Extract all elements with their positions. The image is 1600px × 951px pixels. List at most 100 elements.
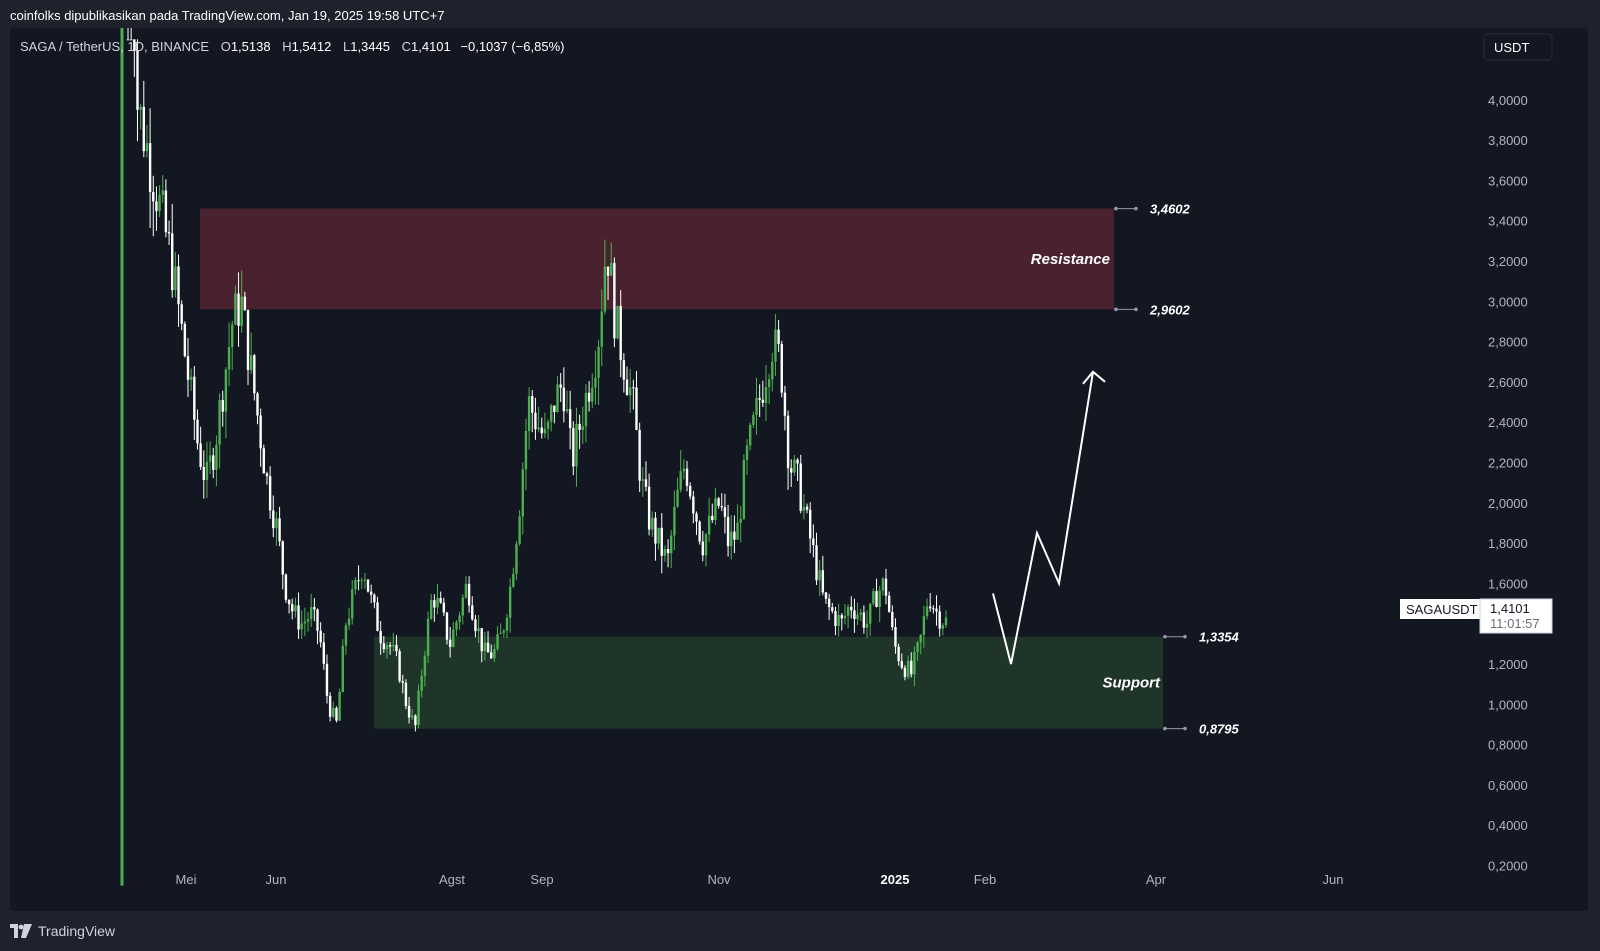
candle-body bbox=[319, 630, 322, 643]
candle-body bbox=[306, 618, 310, 622]
candle-body bbox=[294, 605, 297, 612]
candle-body bbox=[142, 106, 145, 152]
candle-body bbox=[587, 392, 591, 402]
candle-body bbox=[783, 392, 787, 416]
candle-body bbox=[521, 469, 524, 517]
candle-body bbox=[932, 608, 935, 610]
candle-body bbox=[534, 412, 537, 430]
x-tick-label: 2025 bbox=[881, 872, 910, 887]
zones-layer: Resistance 3,4602 2,9602 Support 1,3354 0,879… bbox=[200, 202, 1240, 737]
candle-body bbox=[129, 39, 133, 41]
candle-body bbox=[752, 414, 755, 425]
candle-body bbox=[167, 232, 171, 234]
candle-body bbox=[224, 369, 228, 412]
projection-arrowhead bbox=[1082, 370, 1106, 385]
candle-body bbox=[240, 296, 243, 326]
candle-body bbox=[654, 517, 657, 544]
candle-body bbox=[202, 467, 205, 480]
candle-body bbox=[376, 602, 379, 631]
chart-frame: Resistance 3,4602 2,9602 Support 1,3354 0,879… bbox=[10, 28, 1588, 911]
candle-body bbox=[461, 597, 464, 616]
candle-body bbox=[824, 592, 828, 599]
candle-body bbox=[246, 309, 250, 371]
candle-body bbox=[303, 621, 307, 624]
candle-body bbox=[490, 652, 493, 659]
candle-body bbox=[802, 506, 806, 511]
candle-body bbox=[831, 607, 834, 612]
price-tag-countdown: 11:01:57 bbox=[1490, 616, 1540, 631]
low-value: 1,3445 bbox=[350, 39, 390, 54]
candle-body bbox=[572, 428, 575, 467]
candle-body bbox=[695, 513, 698, 522]
support-top-price: 1,3354 bbox=[1199, 630, 1240, 645]
candle-body bbox=[262, 448, 266, 474]
candle-body bbox=[748, 424, 752, 446]
open-value: 1,5138 bbox=[231, 39, 271, 54]
candle-body bbox=[827, 598, 831, 608]
candle-body bbox=[717, 498, 720, 507]
candle-body bbox=[875, 591, 878, 607]
y-tick-label: 0,6000 bbox=[1488, 778, 1528, 793]
candle-body bbox=[278, 518, 281, 542]
candle-body bbox=[332, 707, 335, 717]
candle-body bbox=[313, 607, 316, 610]
candle-body bbox=[796, 459, 799, 464]
candle-body bbox=[726, 516, 730, 547]
price-chart[interactable]: Resistance 3,4602 2,9602 Support 1,3354 0,879… bbox=[10, 28, 1588, 911]
candle-body bbox=[780, 343, 783, 393]
candle-body bbox=[714, 498, 717, 521]
candle-body bbox=[354, 580, 357, 590]
candle-body bbox=[685, 468, 689, 486]
candle-body bbox=[891, 611, 894, 628]
candle-body bbox=[436, 598, 439, 608]
candle-body bbox=[701, 541, 705, 556]
candles-layer bbox=[126, 28, 948, 732]
candle-body bbox=[720, 506, 723, 508]
candle-body bbox=[420, 675, 423, 691]
y-tick-label: 1,6000 bbox=[1488, 576, 1528, 591]
candle-body bbox=[136, 50, 139, 110]
candle-body bbox=[291, 604, 294, 612]
candle-body bbox=[919, 634, 922, 643]
candle-body bbox=[221, 400, 224, 412]
candle-body bbox=[644, 479, 648, 487]
high-label: H bbox=[282, 39, 291, 54]
candle-body bbox=[837, 614, 840, 626]
y-tick-label: 3,4000 bbox=[1488, 214, 1528, 229]
candle-body bbox=[227, 346, 231, 370]
candle-body bbox=[429, 600, 433, 619]
candle-body bbox=[799, 463, 802, 511]
candle-body bbox=[249, 355, 253, 371]
footer-brand[interactable]: TradingView bbox=[10, 923, 115, 939]
candle-body bbox=[872, 591, 875, 604]
support-bottom-price: 0,8795 bbox=[1199, 722, 1240, 737]
candle-body bbox=[212, 455, 215, 470]
candle-body bbox=[512, 573, 515, 587]
brand-label: TradingView bbox=[38, 923, 116, 939]
y-tick-label: 3,8000 bbox=[1488, 133, 1528, 148]
candle-body bbox=[856, 614, 859, 620]
candle-body bbox=[610, 262, 613, 276]
candle-body bbox=[401, 681, 404, 683]
currency-button[interactable]: USDT bbox=[1483, 33, 1553, 61]
candle-body bbox=[268, 476, 272, 511]
high-value: 1,5412 bbox=[292, 39, 332, 54]
candle-body bbox=[821, 570, 825, 593]
x-tick-label: Apr bbox=[1146, 872, 1167, 887]
support-zone bbox=[374, 636, 1163, 729]
candle-body bbox=[878, 590, 881, 607]
candle-body bbox=[742, 459, 746, 519]
x-tick-label: Jun bbox=[266, 872, 287, 887]
candle-body bbox=[578, 423, 581, 430]
candle-body bbox=[556, 384, 559, 413]
candle-body bbox=[733, 531, 736, 540]
candle-body bbox=[711, 515, 714, 521]
candle-body bbox=[846, 606, 850, 616]
candle-body bbox=[524, 430, 528, 470]
candle-body bbox=[398, 651, 401, 682]
candle-body bbox=[189, 376, 193, 380]
candle-body bbox=[641, 479, 645, 481]
candle-body bbox=[887, 595, 891, 612]
candle-body bbox=[622, 360, 626, 380]
candle-body bbox=[591, 387, 594, 402]
